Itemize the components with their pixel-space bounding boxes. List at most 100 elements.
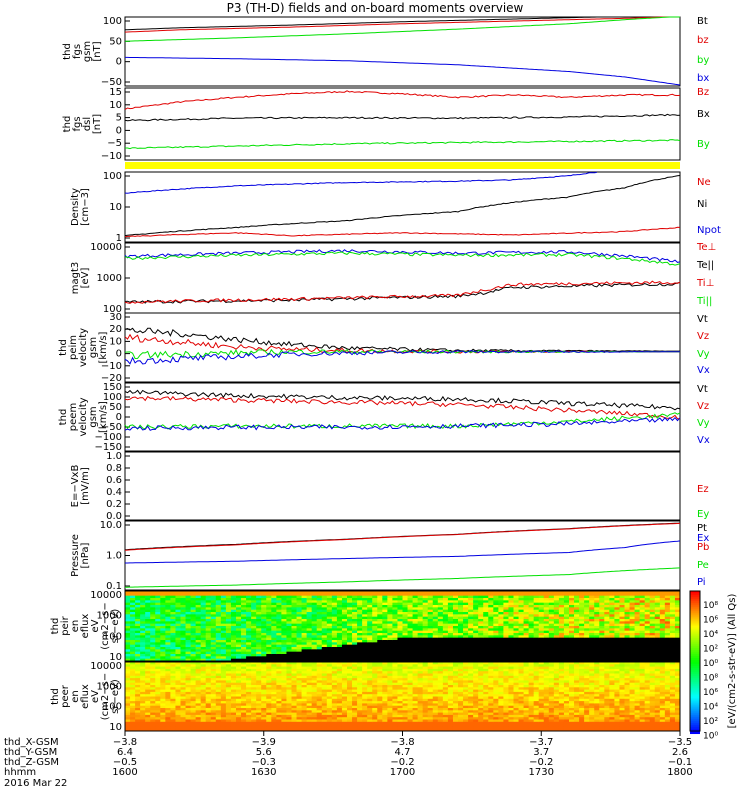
heatmap-cell [367,685,373,688]
heatmap-cell [563,595,570,599]
heatmap-cell [160,703,166,707]
heatmap-cell [251,635,257,639]
heatmap-cell [548,621,555,625]
heatmap-cell [286,593,292,597]
heatmap-cell [291,728,298,732]
heatmap-cell [296,593,303,597]
heatmap-cell [674,642,681,646]
heatmap-cell [589,633,595,636]
heatmap-cell [614,635,620,639]
heatmap-cell [205,619,212,622]
heatmap-cell [200,675,207,679]
legend-entry: Vy [697,418,710,429]
heatmap-cell [155,621,161,625]
heatmap-cell [135,680,141,684]
heatmap-cell [392,649,398,653]
heatmap-cell [367,607,373,611]
heatmap-cell [150,689,156,693]
heatmap-cell [609,630,615,634]
heatmap-cell [225,717,232,720]
heatmap-cell [271,719,277,723]
heatmap-cell [210,682,217,686]
heatmap-cell [659,614,666,618]
heatmap-cell [452,640,459,643]
heatmap-cell [538,635,545,639]
heatmap-cell [291,710,298,714]
heatmap-cell [165,595,171,599]
heatmap-cell [321,612,328,615]
heatmap-cell [215,671,222,674]
heatmap-cell [160,621,166,625]
heatmap-cell [150,637,156,641]
heatmap-cell [200,728,207,732]
heatmap-cell [306,619,313,622]
heatmap-cell [230,724,237,727]
heatmap-cell [140,621,146,625]
heatmap-cell [412,612,419,615]
heatmap-cell [498,623,504,627]
heatmap-cell [236,664,242,668]
heatmap-cell [311,593,318,597]
heatmap-cell [518,598,525,601]
heatmap-cell [402,595,409,599]
heatmap-cell [135,724,141,727]
heatmap-cell [336,651,343,655]
heatmap-cell [579,656,585,660]
heatmap-cell [150,614,156,618]
heatmap-cell [125,642,131,646]
heatmap-cell [200,616,207,620]
heatmap-cell [483,600,489,604]
heatmap-cell [236,724,242,727]
heatmap-cell [296,623,303,627]
heatmap-cell [175,714,181,718]
heatmap-cell [609,621,615,625]
heatmap-cell [664,593,671,597]
heatmap-cell [478,628,484,632]
heatmap-cell [336,623,343,627]
heatmap-cell [508,605,514,608]
heatmap-cell [125,612,131,615]
heatmap-cell [296,682,303,686]
heatmap-cell [377,607,383,611]
heatmap-cell [225,630,232,634]
heatmap-cell [180,649,187,653]
heatmap-cell [271,605,277,608]
heatmap-cell [251,628,257,632]
heatmap-cell [387,607,393,611]
heatmap-cell [402,658,409,662]
heatmap-cell [362,649,368,653]
heatmap-cell [281,637,287,641]
heatmap-cell [644,642,651,646]
heatmap-cell [281,621,287,625]
heatmap-cell [377,614,383,618]
heatmap-cell [125,651,131,655]
heatmap-cell [538,644,545,648]
heatmap-cell [135,703,141,707]
heatmap-cell [644,593,651,597]
heatmap-cell [412,609,419,613]
heatmap-cell [296,701,303,704]
heatmap-cell [639,609,646,613]
heatmap-cell [493,593,499,597]
heatmap-cell [452,644,459,648]
heatmap-cell [639,647,646,650]
heatmap-cell [362,678,368,681]
heatmap-cell [538,591,545,594]
heatmap-cell [125,701,131,704]
heatmap-cell [614,637,620,641]
heatmap-cell [352,649,358,653]
heatmap-cell [205,675,212,679]
heatmap-cell [508,651,514,655]
heatmap-cell [180,642,187,646]
heatmap-cell [266,647,272,650]
heatmap-cell [458,635,464,639]
heatmap-cell [357,717,363,720]
heatmap-cell [316,687,323,691]
heatmap-cell [341,633,348,636]
heatmap-cell [195,726,202,730]
heatmap-cell [311,721,318,725]
heatmap-cell [200,658,207,662]
heatmap-cell [548,602,555,606]
heatmap-cell [473,656,479,660]
heatmap-cell [271,698,277,702]
